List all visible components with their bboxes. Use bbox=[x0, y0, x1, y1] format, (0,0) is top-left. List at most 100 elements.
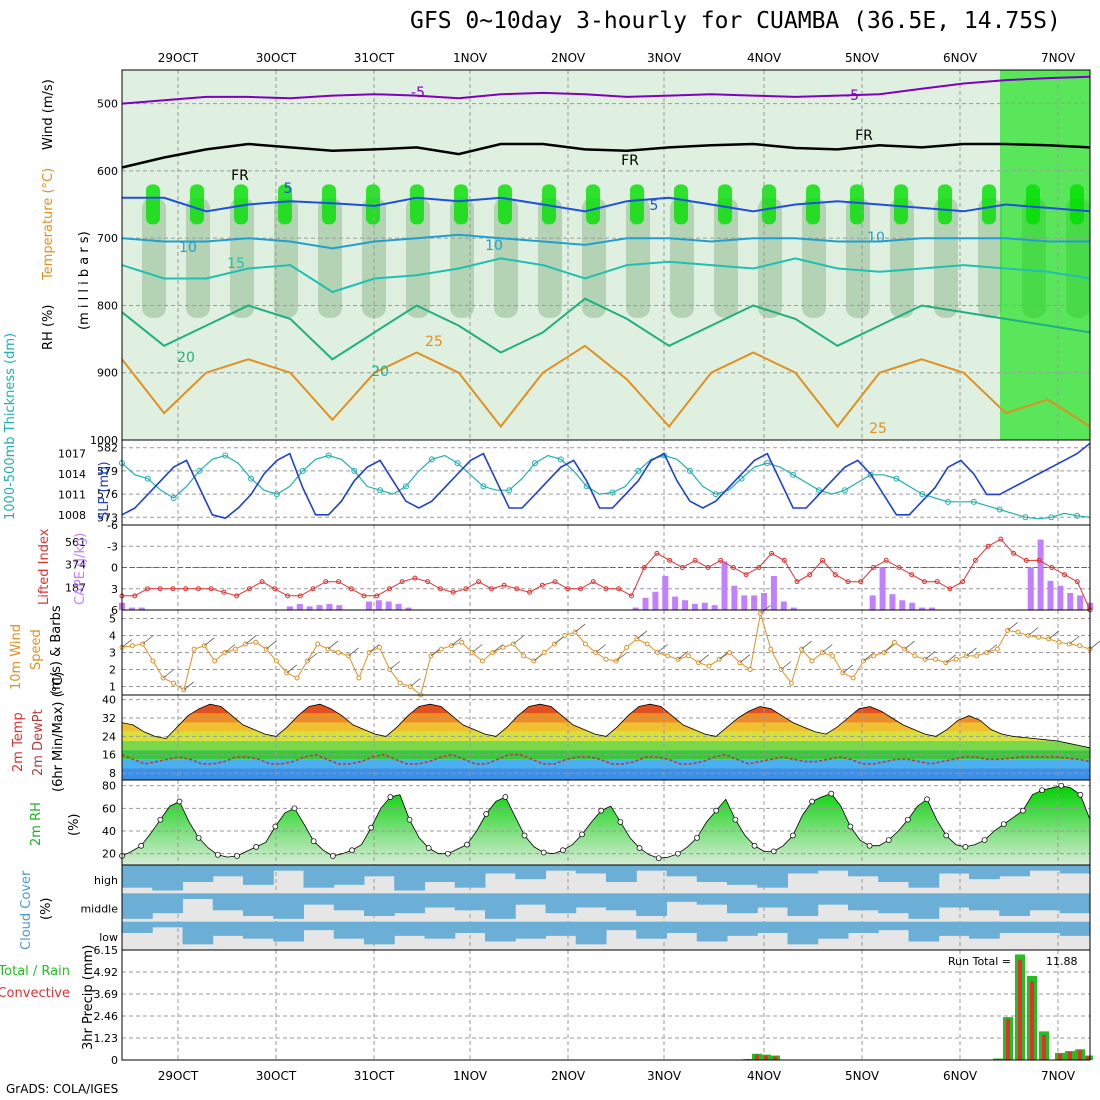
cape-bar bbox=[365, 601, 372, 610]
precip-convective-bar bbox=[1018, 959, 1022, 1060]
rh-point bbox=[579, 831, 585, 838]
wind-speed-point bbox=[315, 641, 321, 647]
rh-band bbox=[186, 197, 210, 318]
thickness-tick: 582 bbox=[97, 442, 118, 455]
rh-point bbox=[885, 837, 892, 843]
lifted-index-point bbox=[1023, 557, 1029, 563]
wind-speed-point bbox=[459, 639, 465, 645]
temp-tick: 40 bbox=[102, 694, 116, 707]
cloud-cell bbox=[424, 921, 456, 939]
wind-label-3: (m/s) & Barbs bbox=[49, 605, 64, 695]
contour-label: FR bbox=[621, 153, 639, 169]
lifted-index-point bbox=[934, 579, 940, 585]
wind-barb bbox=[307, 652, 318, 662]
upper-side-label: RH (%) Temperature (°C) Wind (m/s) bbox=[41, 79, 56, 350]
rh-point bbox=[1058, 782, 1065, 789]
cloud-cell bbox=[485, 893, 516, 919]
temp-band bbox=[122, 740, 1090, 751]
slp-label: SLP (mb) bbox=[97, 461, 112, 520]
wind-speed-point bbox=[953, 656, 959, 662]
rh-core bbox=[762, 184, 776, 225]
pressure-side-label: (m i l l i b a r s) bbox=[77, 231, 92, 330]
rh-tick: 40 bbox=[102, 825, 116, 838]
lifted-index-point bbox=[195, 586, 201, 592]
temp-tick: 16 bbox=[102, 749, 116, 762]
bottom-date-label: 1NOV bbox=[453, 1069, 488, 1083]
rh-point bbox=[713, 807, 720, 814]
cloud-side-label: Cloud Cover bbox=[19, 870, 34, 950]
contour-label: 20 bbox=[177, 350, 195, 366]
pressure-tick: 800 bbox=[97, 299, 118, 312]
cloud-cell bbox=[817, 921, 849, 939]
cape-tick: 374 bbox=[65, 559, 86, 572]
wind-speed-point bbox=[871, 653, 877, 659]
contour-label: FR bbox=[231, 168, 249, 184]
wind-speed-point bbox=[479, 658, 485, 664]
rh-point bbox=[694, 834, 700, 841]
lifted-index-point bbox=[858, 579, 864, 585]
cloud-cell bbox=[364, 865, 395, 877]
wind-barb bbox=[533, 652, 545, 662]
lifted-index-point bbox=[870, 565, 876, 570]
lifted-index-point bbox=[1062, 572, 1068, 578]
top-date-label: 2NOV bbox=[551, 51, 586, 65]
bottom-date-label: 6NOV bbox=[943, 1069, 978, 1083]
cape-bar bbox=[632, 607, 639, 610]
cloud-cell bbox=[606, 865, 637, 882]
lifted-index-point bbox=[718, 557, 724, 563]
wind-speed-point bbox=[191, 646, 197, 652]
cloud-cell bbox=[878, 921, 909, 931]
rh-core bbox=[498, 184, 512, 225]
lifted-tick: 3 bbox=[111, 583, 118, 596]
thickness-side-label: 1000-500mb Thickness (dm) bbox=[3, 333, 18, 520]
wind-speed-point bbox=[1036, 634, 1042, 640]
cloud-cell bbox=[757, 865, 788, 888]
rh-point bbox=[1020, 807, 1026, 814]
cape-bar bbox=[899, 600, 906, 610]
lifted-index-point bbox=[132, 593, 138, 599]
wind-barb bbox=[183, 681, 195, 691]
rh-core bbox=[850, 184, 864, 225]
precip-tick: 0 bbox=[111, 1054, 118, 1067]
rh-core bbox=[542, 184, 556, 225]
lifted-tick: -3 bbox=[107, 540, 118, 553]
cape-bar bbox=[691, 603, 698, 610]
lifted-index-point bbox=[654, 550, 660, 556]
thickness-point bbox=[325, 452, 332, 459]
thickness-point bbox=[738, 475, 745, 482]
lifted-label: Lifted Index bbox=[37, 528, 52, 605]
cloud-cell bbox=[787, 921, 819, 945]
lifted-index-point bbox=[820, 557, 826, 563]
temp-band bbox=[122, 759, 1090, 769]
cloud-cell bbox=[938, 865, 970, 874]
rh-point bbox=[540, 849, 547, 856]
rh-band bbox=[626, 197, 650, 318]
rh-core bbox=[586, 184, 600, 225]
thickness-point bbox=[196, 467, 203, 474]
wind-barb bbox=[286, 664, 298, 674]
cape-bar bbox=[336, 605, 343, 610]
rh-band bbox=[274, 197, 298, 318]
cape-bar bbox=[375, 600, 382, 610]
contour-label: 25 bbox=[425, 334, 443, 350]
cloud-cell bbox=[999, 921, 1030, 933]
cloud-row-label: high bbox=[94, 874, 118, 887]
rh-core bbox=[146, 184, 160, 225]
rh-core bbox=[630, 184, 644, 225]
thickness-point bbox=[557, 456, 564, 463]
lifted-index-point bbox=[565, 586, 571, 592]
contour-label: -5 bbox=[845, 88, 859, 104]
cloud-cell bbox=[575, 893, 607, 908]
precip-convective-bar bbox=[1086, 1056, 1090, 1060]
cape-bar bbox=[405, 607, 412, 610]
rh-band bbox=[362, 197, 386, 318]
bottom-date-label: 4NOV bbox=[747, 1069, 782, 1083]
temp-side-label: 2m Temp bbox=[11, 712, 26, 772]
cape-bar bbox=[138, 607, 145, 610]
lifted-index-point bbox=[310, 586, 316, 592]
lifted-index-point bbox=[425, 579, 431, 585]
lifted-index-point bbox=[769, 550, 775, 556]
cape-bar bbox=[642, 597, 649, 610]
cape-bar bbox=[741, 595, 748, 610]
lifted-index-point bbox=[794, 579, 800, 585]
